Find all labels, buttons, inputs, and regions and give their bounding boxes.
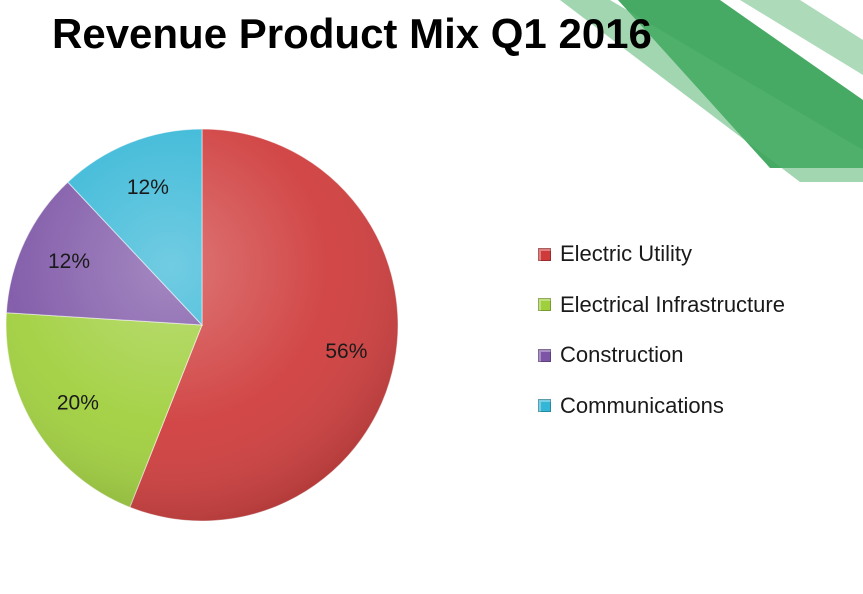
legend-item-construction: Construction — [538, 330, 785, 381]
legend-item-communications: Communications — [538, 381, 785, 432]
legend-swatch-electrical-infrastructure — [538, 298, 551, 312]
legend-swatch-construction — [538, 348, 551, 362]
legend-swatch-communications — [538, 399, 551, 413]
legend-label: Electric Utility — [560, 241, 693, 267]
legend-item-electric-utility: Electric Utility — [538, 229, 785, 280]
data-label-electrical-infrastructure: 20% — [57, 391, 99, 414]
data-label-construction: 12% — [48, 250, 90, 273]
pie-slices — [5, 128, 399, 522]
decor-stripe-mid — [560, 0, 863, 182]
chart-legend: Electric Utility Electrical Infrastructur… — [538, 229, 785, 431]
legend-item-electrical-infrastructure: Electrical Infrastructure — [538, 280, 785, 331]
legend-swatch-electric-utility — [538, 247, 551, 261]
legend-label: Communications — [560, 392, 724, 418]
legend-label: Construction — [560, 342, 684, 368]
decor-stripe-light — [740, 0, 863, 75]
data-label-electric-utility: 56% — [325, 340, 367, 363]
pie-labels: 56% 20% 12% 12% — [48, 176, 367, 414]
slide-title: Revenue Product Mix Q1 2016 — [52, 10, 652, 57]
data-label-communications: 12% — [127, 176, 169, 199]
legend-label: Electrical Infrastructure — [560, 291, 785, 317]
